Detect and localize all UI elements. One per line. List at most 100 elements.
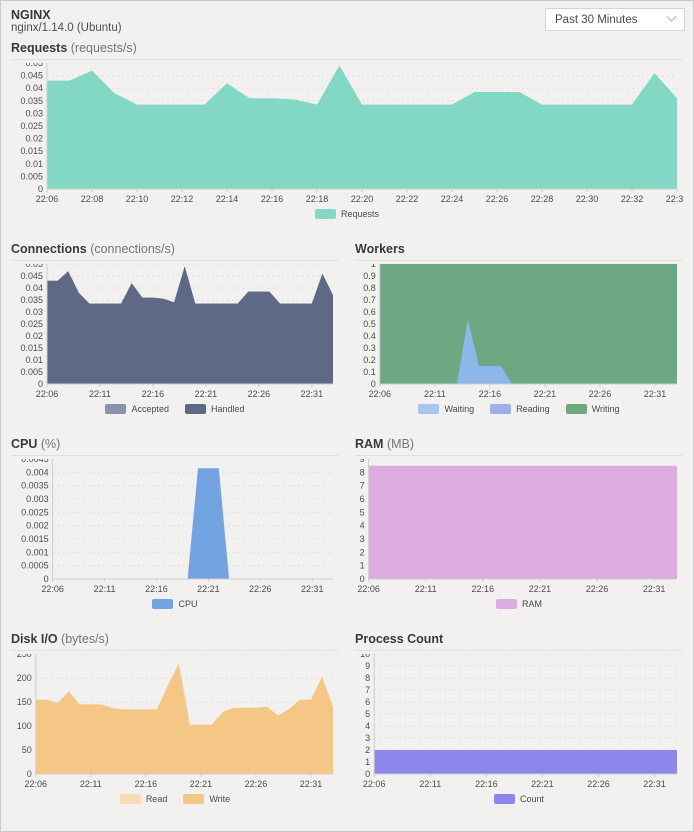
- svg-text:22:18: 22:18: [306, 194, 329, 204]
- svg-text:0.004: 0.004: [26, 468, 49, 478]
- svg-text:0.03: 0.03: [25, 307, 43, 317]
- legend-swatch: [493, 794, 515, 805]
- chart-unit: (%): [40, 437, 61, 452]
- svg-text:22:06: 22:06: [36, 194, 59, 204]
- legend-swatch: [490, 404, 512, 415]
- svg-text:22:16: 22:16: [479, 389, 502, 399]
- legend-label: CPU: [178, 599, 198, 610]
- legend-item: Reading: [490, 404, 550, 415]
- svg-text:22:32: 22:32: [621, 194, 644, 204]
- svg-text:8: 8: [365, 673, 370, 683]
- svg-text:22:26: 22:26: [586, 584, 609, 594]
- svg-text:22:11: 22:11: [94, 584, 116, 594]
- time-range-select[interactable]: Past 30 Minutes: [545, 8, 685, 31]
- legend-label: Accepted: [131, 404, 169, 415]
- header-titles: NGINX nginx/1.14.0 (Ubuntu): [11, 8, 122, 36]
- svg-text:22:12: 22:12: [171, 194, 194, 204]
- legend-item: Waiting: [418, 404, 475, 415]
- ram-panel: RAM (MB) 0 1 2 3 4 5 6 7 8 9 22:06 22:11 22:16 22:21 2…: [355, 437, 683, 611]
- legend-label: Requests: [340, 209, 380, 220]
- svg-text:0.025: 0.025: [20, 121, 43, 131]
- svg-text:200: 200: [17, 673, 32, 683]
- svg-text:22:11: 22:11: [419, 779, 441, 789]
- svg-text:6: 6: [365, 697, 370, 707]
- svg-text:0.3: 0.3: [363, 343, 376, 353]
- disk-io-panel: Disk I/O (bytes/s) 0 50 100 150 200 250 22:06 2…: [11, 632, 339, 806]
- svg-text:0.5: 0.5: [363, 319, 376, 329]
- svg-text:22:30: 22:30: [576, 194, 599, 204]
- requests-chart-svg: 0 0.005 0.01 0.015 0.02 0.025 0.03 0.035 0.04 0.0…: [20, 63, 683, 204]
- svg-text:22:26: 22:26: [587, 779, 610, 789]
- svg-text:0.4: 0.4: [363, 331, 376, 341]
- legend-label: Handled: [211, 404, 245, 415]
- svg-text:22:16: 22:16: [145, 584, 168, 594]
- workers-chart-svg: 0 0.1 0.2 0.3 0.4 0.5 0.6 0.7 0.8 0.9 1 22:06 22:11 2…: [363, 264, 677, 399]
- svg-text:22:11: 22:11: [80, 779, 102, 789]
- svg-text:0.6: 0.6: [363, 307, 376, 317]
- svg-text:22:06: 22:06: [41, 584, 64, 594]
- svg-text:0.9: 0.9: [363, 271, 376, 281]
- chevron-down-icon: [666, 11, 677, 22]
- chart-title: CPU (%): [11, 437, 339, 457]
- svg-text:22:31: 22:31: [643, 584, 666, 594]
- header: NGINX nginx/1.14.0 (Ubuntu) Past 30 Minu…: [1, 1, 693, 39]
- svg-text:2: 2: [365, 745, 370, 755]
- svg-text:0.0035: 0.0035: [21, 481, 49, 491]
- legend-label: RAM: [522, 599, 542, 610]
- disk-io-chart-svg: 0 50 100 150 200 250 22:06 22:11 22:16 22:21 22:26…: [17, 654, 334, 789]
- svg-text:22:16: 22:16: [472, 584, 495, 594]
- process-count-legend: Count: [355, 792, 683, 806]
- connections-chart-svg: 0 0.005 0.01 0.015 0.02 0.025 0.03 0.035 0.04 0.0…: [20, 264, 333, 399]
- legend-swatch: [418, 404, 440, 415]
- svg-text:0.01: 0.01: [25, 355, 43, 365]
- svg-text:22:28: 22:28: [531, 194, 554, 204]
- svg-text:0.05: 0.05: [25, 264, 43, 269]
- svg-text:22:26: 22:26: [248, 389, 271, 399]
- svg-text:22:21: 22:21: [529, 584, 552, 594]
- svg-text:0.035: 0.035: [20, 295, 43, 305]
- legend-swatch: [119, 794, 141, 805]
- legend-item: Writing: [565, 404, 620, 415]
- svg-text:22:21: 22:21: [534, 389, 557, 399]
- svg-text:6: 6: [360, 494, 365, 504]
- legend-item: Accepted: [105, 404, 169, 415]
- svg-text:22:16: 22:16: [475, 779, 498, 789]
- legend-item: Requests: [314, 209, 380, 220]
- svg-text:22:08: 22:08: [81, 194, 104, 204]
- svg-text:0.005: 0.005: [20, 367, 43, 377]
- legend-label: Read: [145, 794, 168, 805]
- svg-text:0: 0: [371, 379, 376, 389]
- svg-text:0.02: 0.02: [25, 331, 43, 341]
- svg-text:3: 3: [360, 534, 365, 544]
- svg-text:0: 0: [38, 379, 43, 389]
- legend-item: Handled: [185, 404, 245, 415]
- legend-swatch: [496, 599, 517, 610]
- svg-text:22:16: 22:16: [261, 194, 284, 204]
- svg-text:22:31: 22:31: [643, 779, 666, 789]
- workers-panel: Workers 0 0.1 0.2 0.3 0.4 0.5 0.6 0.7 0.8 0.9 1 22:…: [355, 242, 683, 416]
- svg-text:22:31: 22:31: [301, 389, 324, 399]
- legend-label: Waiting: [444, 404, 475, 415]
- process-count-chart-svg: 0 1 2 3 4 5 6 7 8 9 10 22:06 22:11 22:16 22:21 22:26 22:…: [360, 654, 677, 789]
- disk-io-legend: Read Write: [11, 792, 339, 806]
- svg-text:0.8: 0.8: [363, 283, 376, 293]
- chart-title: Connections (connections/s): [11, 242, 339, 262]
- page-subtitle: nginx/1.14.0 (Ubuntu): [11, 22, 122, 35]
- svg-text:22:11: 22:11: [424, 389, 446, 399]
- svg-text:9: 9: [365, 661, 370, 671]
- ram-chart-svg: 0 1 2 3 4 5 6 7 8 9 22:06 22:11 22:16 22:21 22:26 22:31: [357, 459, 677, 594]
- svg-text:0.005: 0.005: [20, 172, 43, 182]
- legend-item: Read: [119, 794, 168, 805]
- svg-text:22:21: 22:21: [531, 779, 554, 789]
- svg-text:4: 4: [360, 521, 365, 531]
- svg-text:0.05: 0.05: [25, 63, 43, 68]
- svg-text:0.1: 0.1: [363, 367, 376, 377]
- svg-text:0.0005: 0.0005: [21, 561, 49, 571]
- svg-text:22:31: 22:31: [644, 389, 667, 399]
- svg-text:0.002: 0.002: [26, 521, 49, 531]
- charts-grid: Requests (requests/s) 0 0.005 0.01 0.015 0.0…: [1, 39, 693, 806]
- connections-panel: Connections (connections/s) 0 0.005 0.01 0.…: [11, 242, 339, 416]
- legend-swatch: [105, 404, 127, 415]
- cpu-legend: CPU: [11, 597, 339, 611]
